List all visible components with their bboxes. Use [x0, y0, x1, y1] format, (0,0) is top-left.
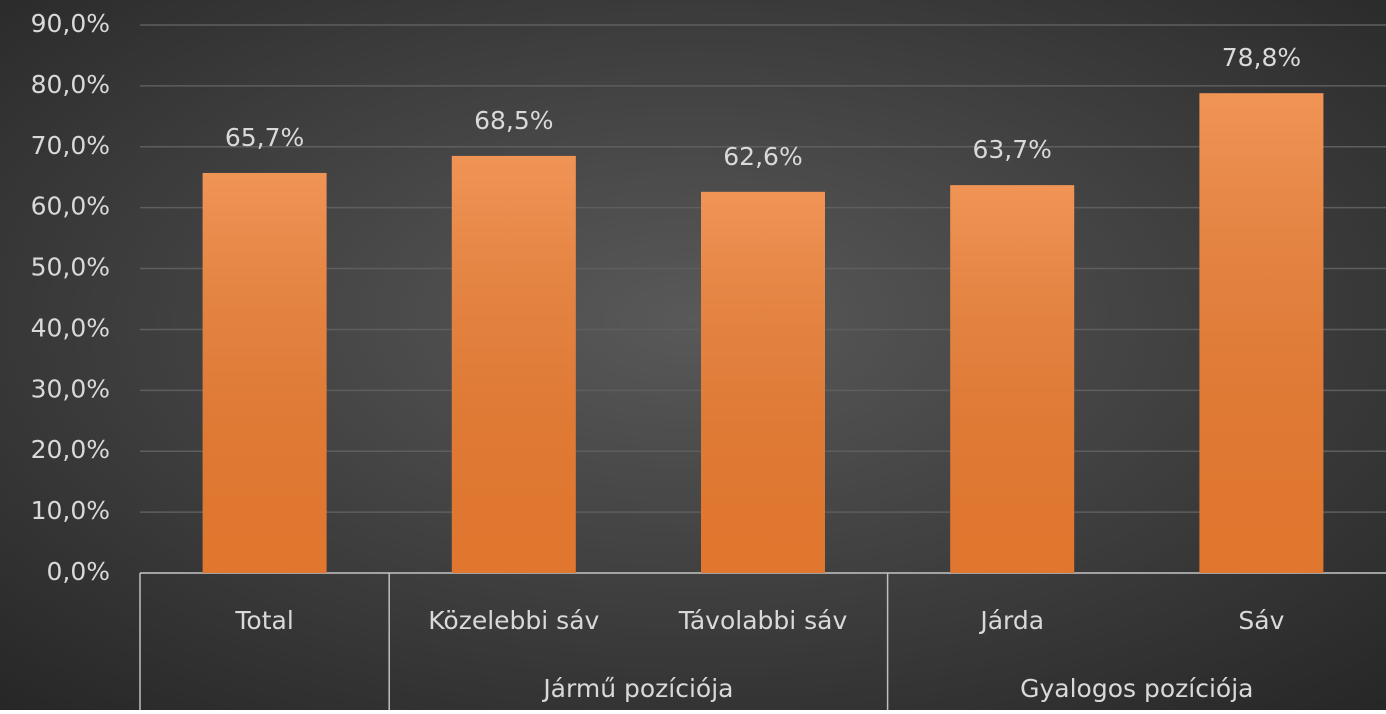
group-label: Jármű pozíciója	[541, 674, 733, 703]
y-tick-label: 80,0%	[31, 70, 110, 99]
y-tick-label: 70,0%	[31, 131, 110, 160]
x-tick-label: Távolabbi sáv	[678, 606, 848, 635]
data-label: 78,8%	[1222, 43, 1301, 72]
x-tick-label: Total	[234, 606, 293, 635]
y-tick-label: 90,0%	[31, 9, 110, 38]
data-label: 63,7%	[972, 135, 1051, 164]
bar-shade	[701, 191, 825, 573]
y-tick-label: 60,0%	[31, 192, 110, 221]
y-tick-label: 30,0%	[31, 374, 110, 403]
data-label: 68,5%	[474, 106, 553, 135]
bar-shade	[451, 155, 576, 573]
x-tick-label: Járda	[978, 606, 1044, 635]
bar-shade	[1199, 93, 1324, 573]
group-label: Gyalogos pozíciója	[1020, 674, 1253, 703]
y-tick-label: 10,0%	[31, 496, 110, 525]
y-tick-label: 50,0%	[31, 253, 110, 282]
data-label: 65,7%	[225, 123, 304, 152]
y-tick-label: 40,0%	[31, 313, 110, 342]
data-label: 62,6%	[723, 142, 802, 171]
bar-shade	[950, 185, 1075, 574]
x-tick-label: Sáv	[1238, 606, 1284, 635]
y-tick-label: 0,0%	[46, 557, 110, 586]
x-tick-label: Közelebbi sáv	[428, 606, 599, 635]
y-tick-label: 20,0%	[31, 435, 110, 464]
bar-shade	[202, 172, 327, 573]
